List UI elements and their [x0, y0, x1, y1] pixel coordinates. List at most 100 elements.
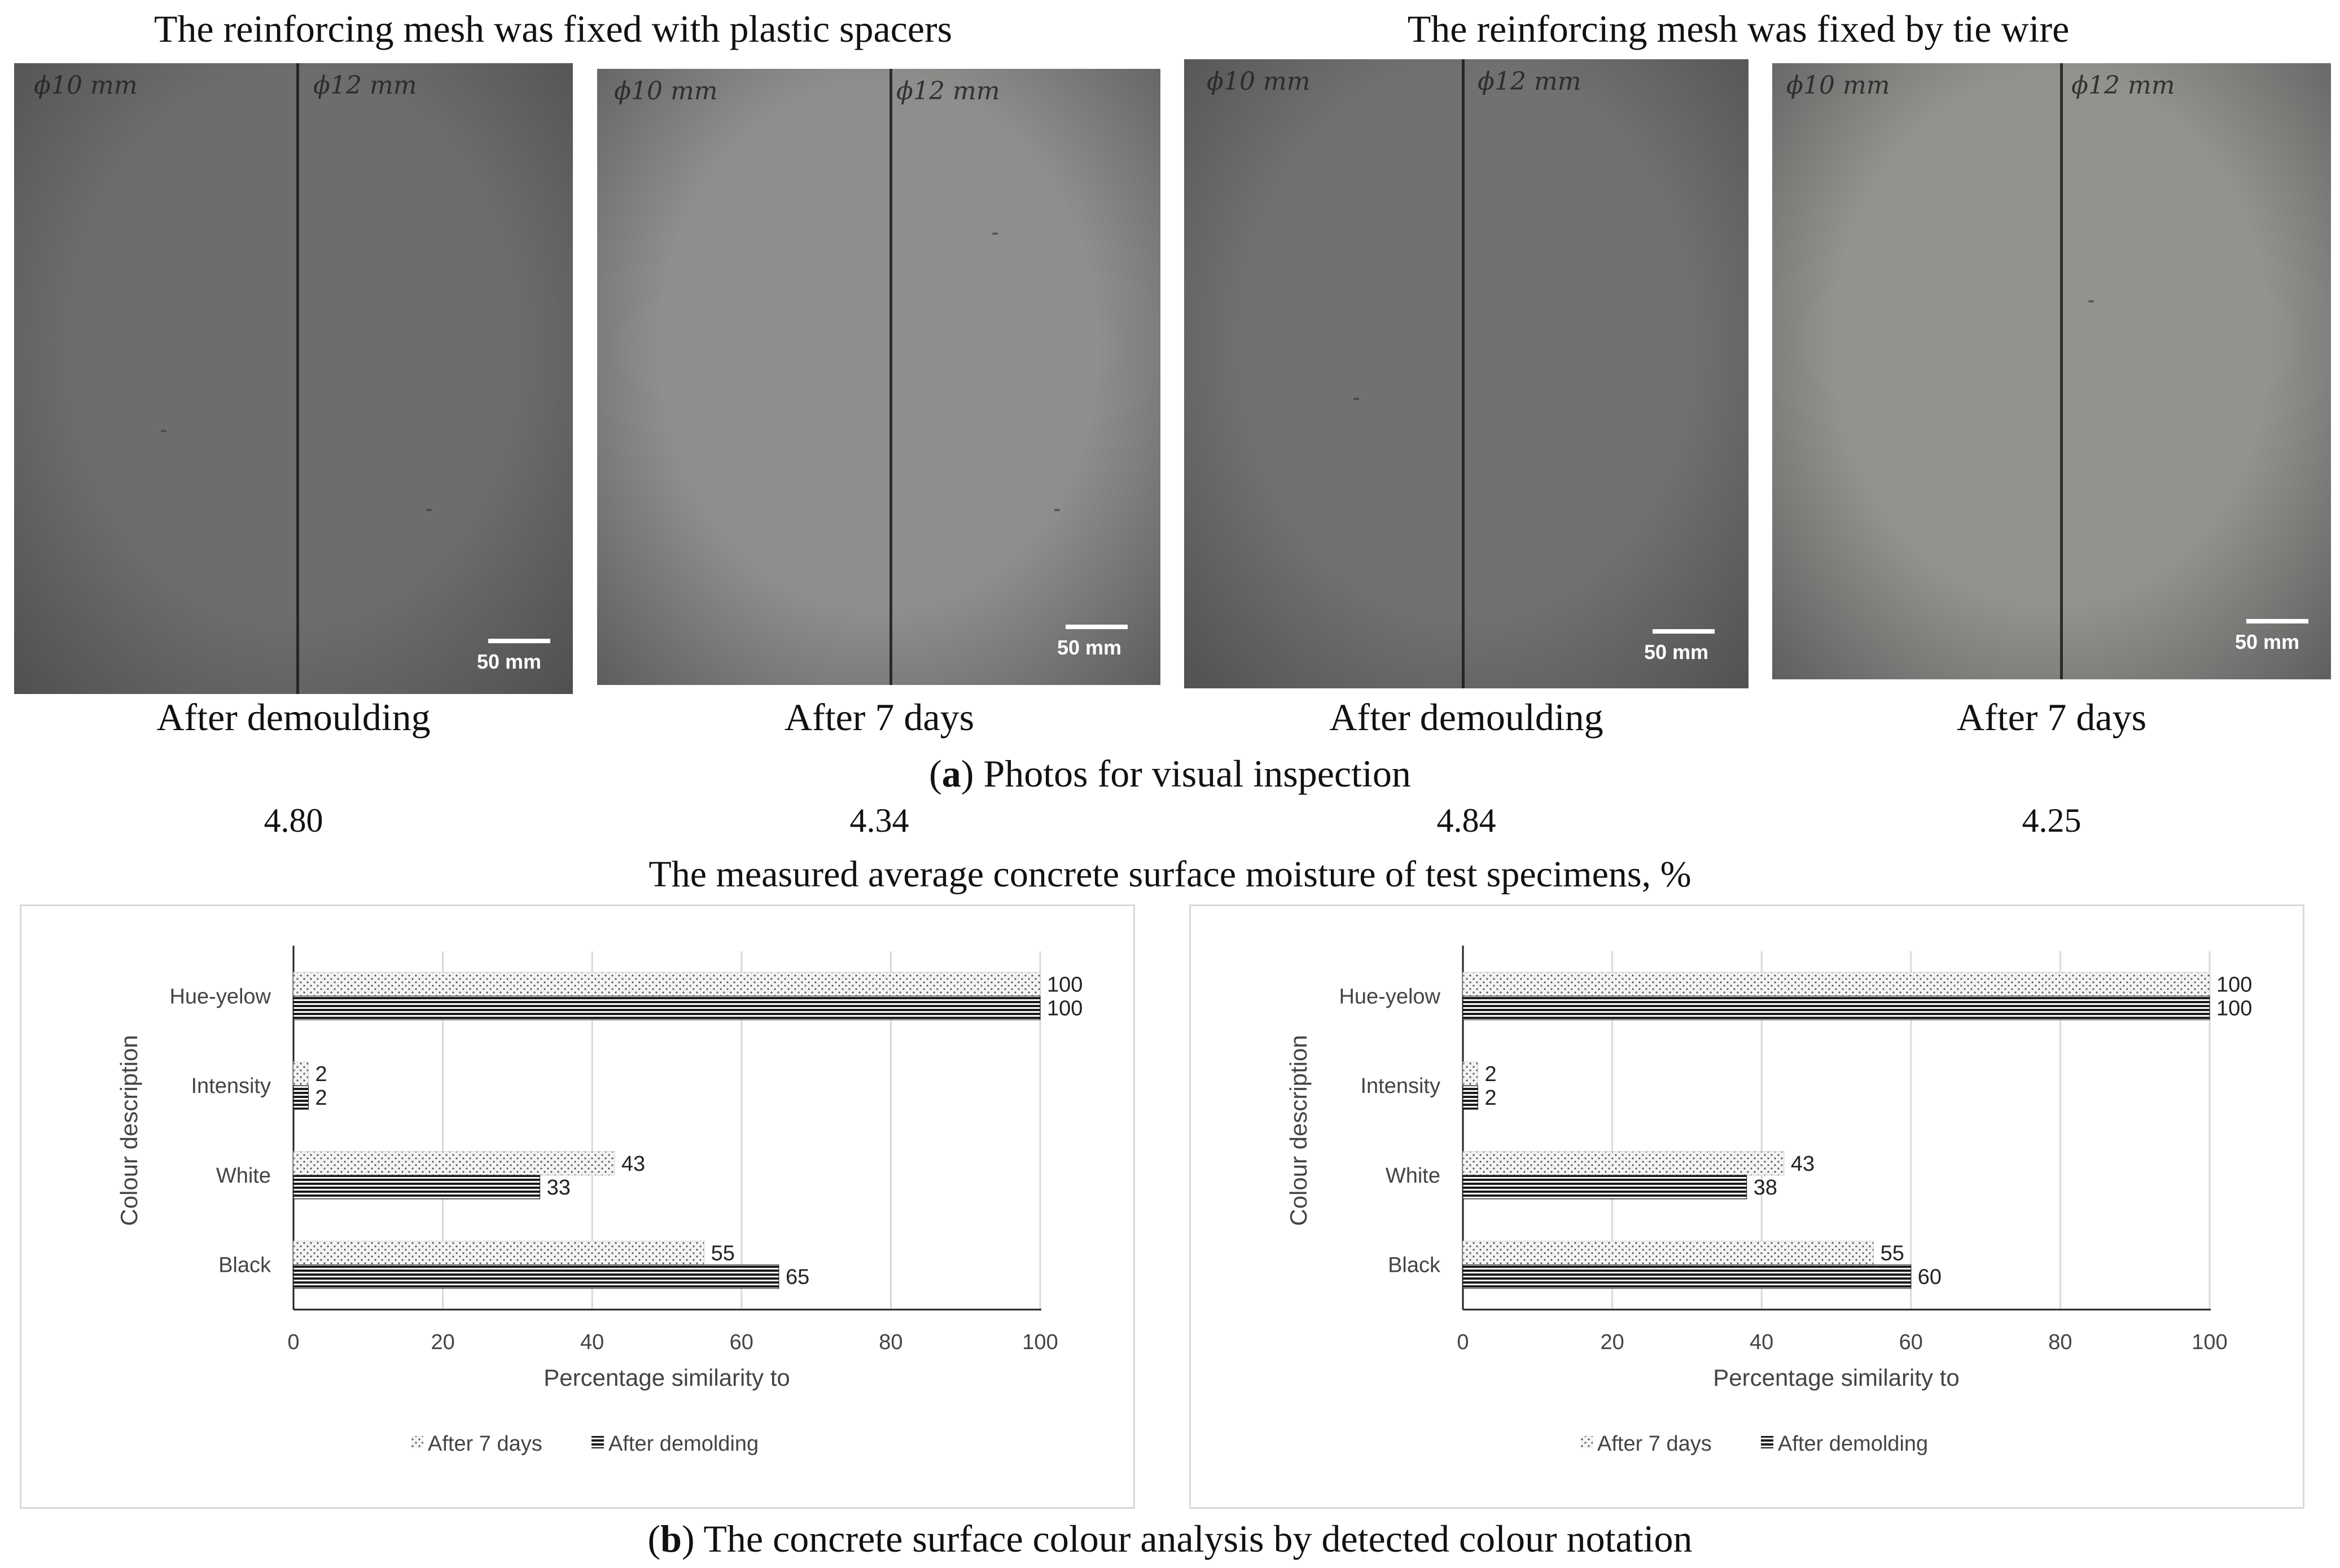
x-tick-label: 20 [431, 1330, 454, 1354]
y-axis-title: Colour description [1285, 1035, 1312, 1226]
rebar-line [296, 63, 299, 694]
data-label: 43 [1791, 1152, 1815, 1176]
label-phi10: ϕ10 mm [34, 71, 138, 100]
label-phi10: ϕ10 mm [1207, 67, 1311, 96]
legend-swatch [411, 1436, 423, 1448]
bar [293, 972, 1041, 996]
caption-photo-2: After 7 days [784, 696, 975, 739]
category-label: Black [218, 1254, 271, 1277]
data-label: 38 [1754, 1176, 1777, 1200]
label-phi10: ϕ10 mm [614, 77, 718, 106]
category-label: Hue-yelow [1339, 985, 1440, 1008]
moisture-value-3: 4.84 [1436, 802, 1496, 839]
scale-bar-label: 50 mm [2235, 630, 2300, 653]
label-phi12: ϕ12 mm [1478, 67, 1581, 96]
subcaption-letter: b [660, 1517, 682, 1560]
bar [1462, 1241, 1874, 1266]
data-label: 100 [2216, 996, 2252, 1020]
bar [1462, 995, 2210, 1020]
x-axis-title: Percentage similarity to [1713, 1364, 1960, 1391]
data-label: 2 [315, 1062, 327, 1086]
scale-bar [488, 639, 550, 643]
x-tick-label: 100 [1022, 1330, 1058, 1354]
category-label: Intensity [191, 1074, 271, 1098]
subcaption-text: Photos for visual inspection [974, 752, 1411, 795]
bar [293, 1264, 779, 1289]
category-label: Black [1388, 1254, 1441, 1277]
x-tick-label: 100 [2192, 1330, 2227, 1354]
photo-wire-7days: ϕ10 mm ϕ12 mm 50 mm [1772, 63, 2331, 679]
bar [1462, 1085, 1478, 1110]
legend-label: After demolding [1778, 1432, 1928, 1456]
surface-pore [992, 232, 998, 235]
bar [293, 1085, 309, 1110]
y-axis-title: Colour description [116, 1035, 142, 1226]
legend-swatch [591, 1436, 604, 1448]
data-label: 2 [315, 1086, 327, 1110]
data-label: 2 [1484, 1086, 1496, 1110]
subcaption-a: (a) Photos for visual inspection [0, 752, 2340, 796]
legend-swatch [1580, 1436, 1593, 1448]
paren-close: ) [681, 1517, 695, 1560]
category-label: White [1386, 1164, 1440, 1188]
x-tick-label: 40 [1750, 1330, 1773, 1354]
data-label: 2 [1484, 1062, 1496, 1086]
bar [1462, 1264, 1912, 1289]
x-tick-label: 0 [287, 1330, 299, 1354]
data-label: 65 [786, 1266, 809, 1289]
moisture-value-2: 4.34 [849, 802, 909, 839]
bar [293, 1151, 615, 1176]
surface-pore [161, 430, 166, 432]
category-label: White [216, 1164, 271, 1188]
x-tick-label: 40 [580, 1330, 604, 1354]
data-label: 60 [1918, 1266, 1942, 1289]
subcaption-letter: a [941, 752, 961, 795]
surface-pore [2088, 300, 2094, 302]
scale-bar [1066, 625, 1128, 629]
rebar-line [2060, 63, 2063, 679]
caption-photo-1: After demoulding [156, 696, 431, 739]
data-label: 100 [1047, 996, 1083, 1020]
rebar-line [889, 69, 892, 685]
category-label: Intensity [1360, 1074, 1440, 1098]
photo-wire-demoulding: ϕ10 mm ϕ12 mm 50 mm [1184, 59, 1749, 688]
x-tick-label: 80 [2048, 1330, 2072, 1354]
scale-bar [1653, 629, 1715, 634]
bar [293, 1175, 541, 1200]
legend-label: After demolding [608, 1432, 759, 1456]
bar [293, 1241, 705, 1266]
scale-bar [2246, 619, 2308, 623]
x-tick-label: 60 [730, 1330, 753, 1354]
paren-close: ) [961, 752, 974, 795]
bar [293, 1061, 309, 1086]
moisture-value-1: 4.80 [264, 802, 323, 839]
data-label: 100 [2216, 973, 2252, 996]
subcaption-text: The concrete surface colour analysis by … [694, 1517, 1693, 1560]
photo-plastic-demoulding: ϕ10 mm ϕ12 mm 50 mm [14, 63, 573, 694]
legend-label: After 7 days [1597, 1432, 1712, 1456]
heading-plastic-spacers: The reinforcing mesh was fixed with plas… [154, 7, 953, 50]
x-axis-title: Percentage similarity to [544, 1364, 790, 1391]
legend-swatch [1761, 1436, 1773, 1448]
data-label: 33 [547, 1176, 571, 1200]
x-tick-label: 60 [1899, 1330, 1923, 1354]
paren-open: ( [647, 1517, 661, 1560]
bar [1462, 1151, 1785, 1176]
x-tick-label: 20 [1600, 1330, 1624, 1354]
bar [1462, 1061, 1478, 1086]
x-tick-label: 80 [879, 1330, 902, 1354]
label-phi12: ϕ12 mm [313, 71, 417, 100]
moisture-label: The measured average concrete surface mo… [648, 854, 1692, 895]
moisture-value-4: 4.25 [2022, 802, 2082, 839]
bar [1462, 1175, 1747, 1200]
paren-open: ( [929, 752, 942, 795]
surface-pore [1054, 509, 1060, 511]
caption-photo-4: After 7 days [1956, 696, 2147, 739]
category-label: Hue-yelow [169, 985, 271, 1008]
rebar-line [1462, 59, 1465, 688]
label-phi12: ϕ12 mm [896, 77, 1000, 106]
data-label: 43 [621, 1152, 645, 1176]
